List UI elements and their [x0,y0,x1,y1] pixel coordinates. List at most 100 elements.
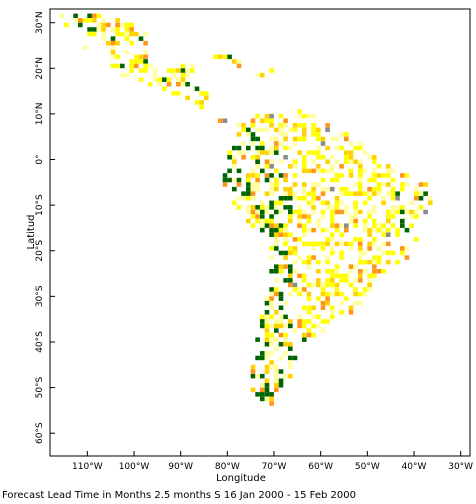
grid-cell [302,259,307,265]
grid-cell [372,209,377,215]
grid-cell [232,59,237,64]
grid-cell [320,291,326,297]
grid-cell [339,209,344,215]
grid-cell [288,278,293,283]
grid-cell [297,323,302,329]
grid-cell [134,54,139,60]
grid-cell [264,355,270,361]
grid-cell [306,191,312,196]
grid-cell [367,273,372,279]
grid-cell [330,273,335,279]
grid-cell [274,168,279,174]
grid-cell [250,209,256,215]
grid-cell [367,282,372,288]
grid-cell [283,237,288,242]
grid-cell [306,310,312,315]
grid-cell [283,300,288,306]
grid-cell [376,173,382,178]
grid-cell [264,392,270,397]
grid-cell [390,209,396,215]
grid-cell [274,209,279,215]
grid-cell [278,296,284,301]
grid-cell [372,264,377,269]
grid-cell [278,209,284,215]
grid-cell [264,310,270,315]
grid-cell [325,282,330,288]
grid-cell [250,191,256,196]
grid-cell [274,177,279,183]
grid-cell [213,54,218,60]
grid-cell [264,159,270,164]
grid-cell [330,246,335,251]
grid-cell [339,255,344,260]
grid-cell [236,182,242,187]
grid-cell [353,159,358,164]
grid-cell [255,205,260,210]
grid-cell [302,127,307,133]
grid-cell [129,31,134,37]
grid-cell [278,314,284,320]
grid-cell [381,223,386,228]
grid-cell [143,40,148,46]
grid-cell [278,132,284,137]
grid-cell [320,200,326,206]
grid-cell [381,241,386,247]
grid-cell [325,227,330,233]
grid-cell [180,68,186,73]
grid-cell [320,241,326,247]
grid-cell [400,218,405,224]
grid-cell [311,186,316,192]
grid-cell [302,123,307,128]
grid-cell [241,196,246,201]
grid-cell [339,241,344,247]
grid-cell [344,205,349,210]
grid-cell [311,123,316,128]
grid-cell [269,342,274,347]
grid-cell [316,150,321,155]
grid-cell [428,196,433,201]
grid-cell [353,223,358,228]
grid-cell [269,296,274,301]
grid-cell [320,155,326,160]
grid-cell [264,164,270,169]
grid-cell [232,159,237,164]
grid-cell [348,150,354,155]
grid-cell [227,155,232,160]
grid-cell [232,155,237,160]
grid-cell [400,186,405,192]
grid-cell [190,63,195,69]
grid-cell [110,54,116,60]
grid-cell [348,305,354,310]
grid-cell [325,186,330,192]
grid-cell [176,77,181,82]
grid-cell [264,319,270,324]
grid-cell [372,237,377,242]
grid-cell [339,191,344,196]
grid-cell [260,383,265,388]
grid-cell [64,22,69,28]
grid-cell [283,223,288,228]
grid-cell [409,209,414,215]
grid-cell [390,214,396,219]
grid-cell [288,186,293,192]
grid-cell [288,364,293,370]
grid-cell [288,282,293,288]
grid-cell [367,209,372,215]
grid-cell [306,200,312,206]
grid-cell [358,164,363,169]
grid-cell [390,191,396,196]
y-tick-label: 40°S [35,331,45,353]
grid-cell [302,186,307,192]
grid-cell [353,287,358,292]
grid-cell [283,323,288,329]
grid-cell [358,168,363,174]
y-tick-label: 50°S [35,376,45,398]
grid-cell [232,177,237,183]
grid-cell [358,255,363,260]
grid-cell [96,13,102,19]
grid-cell [325,159,330,164]
grid-cell [82,18,88,23]
grid-cell [241,191,246,196]
grid-cell [269,332,274,338]
grid-cell [115,31,120,37]
